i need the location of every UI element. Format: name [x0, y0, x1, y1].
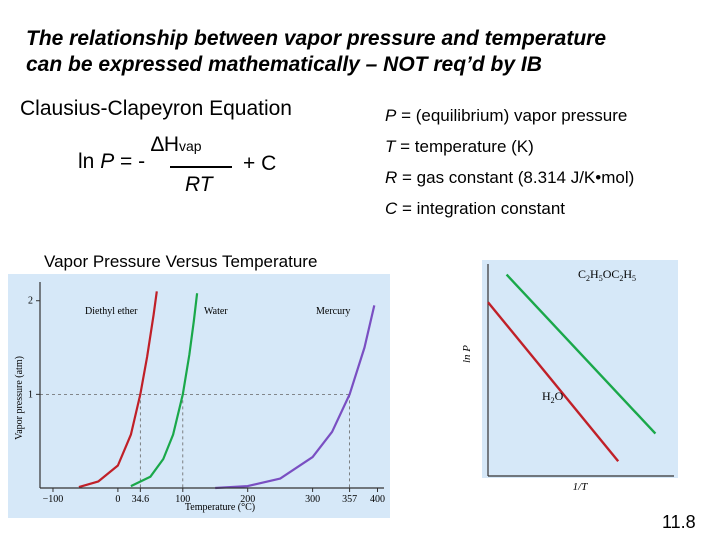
chart1-panel	[8, 274, 390, 518]
x-tick-label-0: −100	[43, 494, 64, 505]
def-r: R = gas constant (8.314 J/K•mol)	[385, 162, 634, 193]
def-c-symbol: C	[385, 199, 398, 218]
def-r-symbol: R	[385, 168, 398, 187]
series-line-water	[130, 293, 199, 488]
slide-title: The relationship between vapor pressure …	[26, 26, 706, 78]
x-tick-label-2: 34.6	[132, 494, 150, 505]
def-t-text: = temperature (K)	[395, 137, 534, 156]
x-tick-label-7: 400	[370, 494, 385, 505]
equation-denominator: RT	[185, 173, 213, 196]
series-label-water: Water	[204, 306, 228, 317]
ln-p-chart: C2H5OC2H5 H2O 1/T ln P	[461, 260, 678, 493]
label-diethyl-ether-formula: C2H5OC2H5	[578, 267, 636, 283]
x-tick-label-3: 100	[175, 494, 190, 505]
y-tick-label-0: 1	[28, 389, 33, 400]
x-tick-label-6: 357	[342, 494, 357, 505]
series-line-mercury	[215, 305, 376, 490]
def-t-symbol: T	[385, 137, 396, 156]
chart1-reference-lines	[40, 393, 351, 488]
def-t: T = temperature (K)	[385, 131, 634, 162]
chart2-ylabel: ln P	[461, 345, 473, 363]
chart1-xlabel: Temperature (°C)	[185, 502, 255, 513]
lhs-var: P	[100, 150, 115, 173]
variable-definitions: P = (equilibrium) vapor pressure T = tem…	[385, 100, 634, 224]
equation-plus-term: + C	[243, 152, 277, 175]
title-line-1: The relationship between vapor pressure …	[26, 27, 606, 50]
lhs-suffix: = -	[114, 150, 146, 173]
def-p-text: = (equilibrium) vapor pressure	[396, 106, 628, 125]
numerator-main: ∆H	[151, 133, 180, 156]
def-c: C = integration constant	[385, 193, 634, 224]
series-line-diethyl-ether	[78, 291, 158, 489]
lnp-line-diethyl-ether	[505, 273, 657, 435]
lhs-prefix: ln	[78, 150, 101, 173]
series-label-mercury: Mercury	[316, 306, 350, 317]
lnp-line-water	[487, 301, 620, 462]
title-line-2: can be expressed mathematically – NOT re…	[26, 53, 542, 76]
x-tick-label-4: 200	[240, 494, 255, 505]
label-water-formula: H2O	[542, 389, 564, 405]
chart-caption: Vapor Pressure Versus Temperature	[44, 252, 318, 271]
chart2-panel	[482, 260, 678, 478]
chart1-ylabel: Vapor pressure (atm)	[14, 356, 25, 440]
page-number: 11.8	[662, 512, 696, 532]
series-label-diethyl-ether: Diethyl ether	[85, 306, 138, 317]
def-c-text: = integration constant	[397, 199, 566, 218]
equation-lhs: ln P = -	[78, 150, 145, 174]
chart2-xlabel: 1/T	[573, 481, 589, 493]
chart1-series	[78, 291, 376, 490]
y-tick-label-1: 2	[28, 296, 33, 307]
vapor-pressure-chart: −100 0 34.6 100 200 300 357 400 1 2 Diethyl ether…	[8, 274, 390, 518]
chart2-series	[487, 273, 657, 462]
chart1-axes: −100 0 34.6 100 200 300 357 400 1 2	[28, 282, 385, 505]
fraction-bar	[170, 166, 232, 168]
equation-numerator: ∆Hvap	[151, 133, 202, 157]
equation-heading: Clausius-Clapeyron Equation	[20, 97, 292, 120]
def-r-text: = gas constant (8.314 J/K•mol)	[397, 168, 635, 187]
x-tick-label-1: 0	[115, 494, 120, 505]
def-p-symbol: P	[385, 106, 397, 125]
x-tick-label-5: 300	[305, 494, 320, 505]
numerator-sub: vap	[179, 138, 202, 154]
def-p: P = (equilibrium) vapor pressure	[385, 100, 634, 131]
